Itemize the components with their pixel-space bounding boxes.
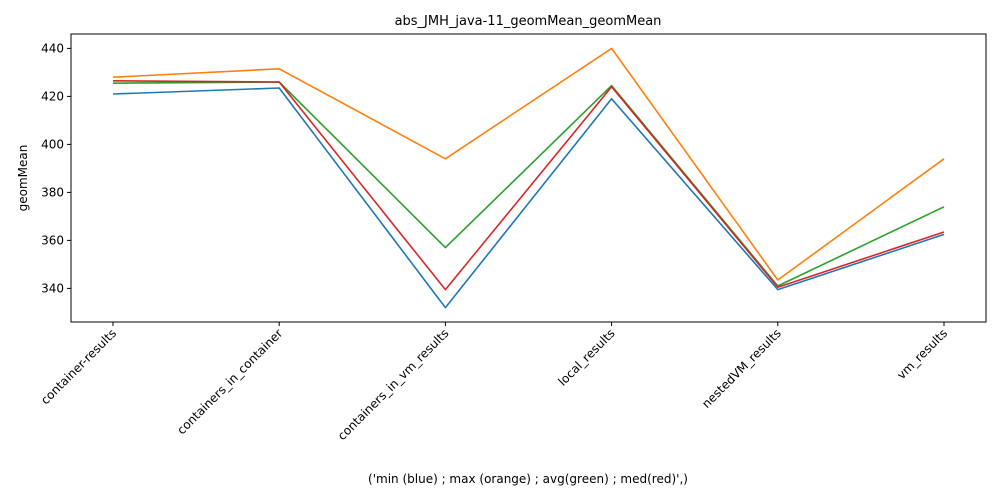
y-tick-label-2: 380 [41,185,64,199]
y-tick-label-1: 360 [41,233,64,247]
series-line-2 [112,81,945,287]
y-axis-label: geomMean [16,145,30,212]
x-tick-label-3: local_results [555,326,617,388]
y-tick-label-5: 440 [41,41,64,55]
series-line-0 [112,87,945,309]
plot-frame [70,33,987,323]
x-tick-label-2: containers_in_vm_results [335,326,452,443]
x-axis-label: ('min (blue) ; max (orange) ; avg(green)… [368,472,688,486]
y-tick-label-4: 420 [41,89,64,103]
chart-title: abs_JMH_java-11_geomMean_geomMean [395,14,662,29]
y-tick-label-0: 340 [41,281,64,295]
series-line-3 [112,80,945,291]
x-tick-label-1: containers_in_container [174,326,285,437]
x-tick-label-0: container-results [38,326,119,407]
y-tick-label-3: 400 [41,137,64,151]
x-tick-label-4: nestedVM_results [699,326,784,411]
x-tick-label-5: vm_results [894,326,950,382]
series-line-1 [112,47,945,281]
